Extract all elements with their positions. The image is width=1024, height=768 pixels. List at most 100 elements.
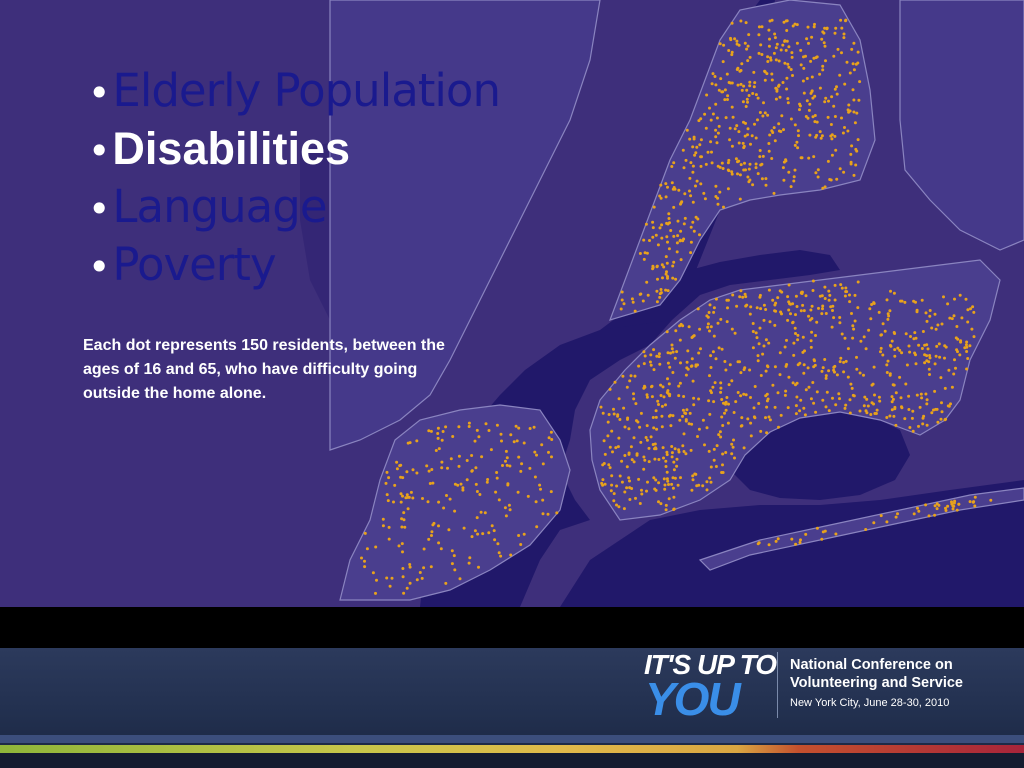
population-dot — [619, 307, 623, 311]
population-dot — [447, 528, 451, 532]
population-dot — [692, 137, 696, 141]
population-dot — [747, 33, 751, 37]
population-dot — [398, 464, 402, 468]
logo-date: New York City, June 28-30, 2010 — [790, 697, 950, 709]
population-dot — [701, 484, 705, 488]
population-dot — [854, 163, 858, 167]
population-dot — [805, 37, 809, 41]
population-dot — [666, 479, 670, 483]
population-dot — [917, 424, 920, 428]
population-dot — [849, 382, 853, 386]
population-dot — [709, 480, 713, 484]
population-dot — [686, 349, 690, 353]
map-panel — [0, 0, 1024, 607]
population-dot — [654, 415, 658, 419]
population-dot — [631, 300, 635, 304]
population-dot — [840, 51, 843, 55]
population-dot — [667, 212, 671, 216]
population-dot — [609, 489, 613, 493]
population-dot — [616, 445, 620, 449]
population-dot — [973, 504, 977, 508]
population-dot — [731, 293, 735, 297]
population-dot — [387, 476, 391, 480]
population-dot — [694, 184, 697, 188]
population-dot — [430, 468, 434, 471]
population-dot — [387, 537, 391, 541]
population-dot — [627, 427, 631, 431]
population-dot — [758, 149, 762, 152]
population-dot — [821, 398, 825, 402]
population-dot — [870, 401, 874, 405]
population-dot — [833, 134, 837, 138]
population-dot — [695, 484, 699, 488]
population-dot — [804, 532, 808, 536]
population-dot — [866, 404, 870, 408]
population-dot — [908, 426, 912, 429]
population-dot — [740, 62, 744, 66]
black-band — [0, 607, 1024, 648]
population-dot — [738, 197, 742, 201]
population-dot — [843, 336, 847, 340]
population-dot — [786, 101, 790, 105]
population-dot — [735, 68, 739, 71]
population-dot — [440, 460, 444, 464]
population-dot — [708, 106, 711, 110]
population-dot — [415, 439, 419, 443]
population-dot — [751, 183, 755, 187]
population-dot — [933, 513, 937, 517]
population-dot — [947, 368, 951, 372]
population-dot — [670, 181, 674, 185]
population-dot — [950, 317, 954, 321]
population-dot — [662, 395, 666, 399]
population-dot — [695, 179, 699, 183]
population-dot — [865, 397, 869, 401]
population-dot — [696, 435, 699, 438]
topic-label: Language — [112, 180, 327, 233]
population-dot — [512, 440, 516, 444]
population-dot — [739, 289, 743, 293]
population-dot — [853, 319, 857, 323]
population-dot — [673, 447, 677, 451]
population-dot — [625, 385, 629, 389]
population-dot — [844, 286, 848, 290]
population-dot — [747, 167, 751, 171]
population-dot — [784, 159, 788, 163]
population-dot — [668, 221, 671, 225]
population-dot — [666, 361, 670, 365]
population-dot — [957, 502, 961, 506]
population-dot — [692, 229, 696, 233]
population-dot — [664, 272, 668, 276]
population-dot — [727, 402, 730, 406]
population-dot — [928, 373, 931, 376]
population-dot — [802, 91, 806, 95]
population-dot — [724, 408, 728, 412]
population-dot — [890, 339, 894, 343]
population-dot — [704, 126, 708, 130]
population-dot — [742, 120, 745, 124]
population-dot — [698, 143, 702, 147]
population-dot — [509, 553, 513, 557]
population-dot — [802, 309, 806, 313]
population-dot — [789, 312, 792, 316]
population-dot — [852, 98, 856, 102]
population-dot — [711, 72, 715, 76]
population-dot — [675, 241, 679, 245]
population-dot — [769, 56, 772, 60]
population-dot — [792, 353, 796, 357]
population-dot — [693, 153, 697, 157]
population-dot — [730, 144, 734, 148]
population-dot — [689, 448, 693, 452]
population-dot — [765, 364, 769, 368]
population-dot — [856, 306, 860, 310]
population-dot — [839, 18, 843, 22]
population-dot — [461, 486, 465, 490]
population-dot — [808, 133, 812, 137]
population-dot — [709, 325, 713, 329]
population-dot — [920, 298, 924, 302]
population-dot — [764, 177, 768, 181]
population-dot — [403, 525, 407, 529]
population-dot — [936, 420, 940, 424]
population-dot — [507, 503, 511, 507]
population-dot — [736, 172, 739, 176]
population-dot — [547, 450, 550, 454]
